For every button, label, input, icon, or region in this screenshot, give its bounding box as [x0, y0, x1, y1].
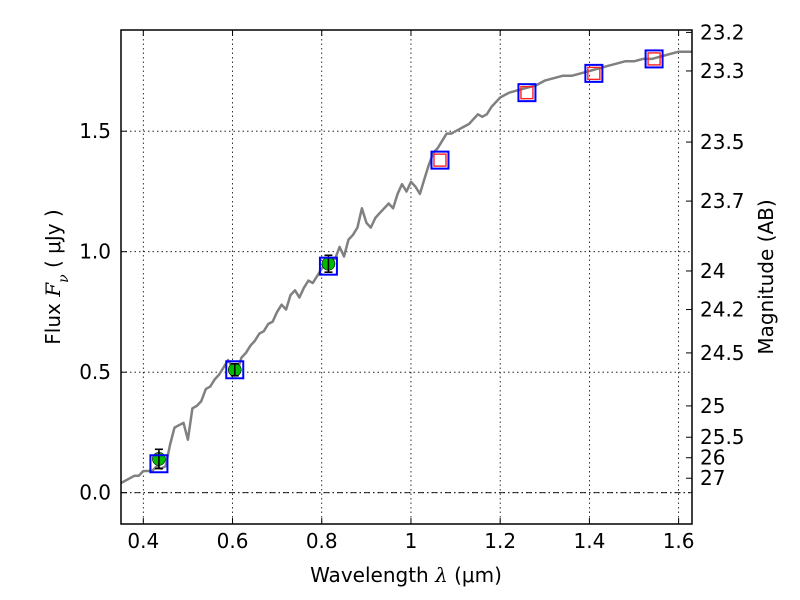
predicted-square [647, 52, 661, 66]
x-tick-label: 0.8 [306, 529, 338, 553]
x-tick-label: 1.2 [484, 529, 516, 553]
y-tick-label: 1.0 [79, 240, 111, 264]
x-tick-label: 0.6 [217, 529, 249, 553]
y-tick-label: 1.5 [79, 119, 111, 143]
series-layer [121, 50, 692, 485]
x-tick-label: 1 [405, 529, 418, 553]
plot-frame [120, 29, 693, 525]
grid-layer [121, 30, 692, 524]
right-tick-label: 24.5 [700, 341, 745, 365]
right-tick-label: 24 [700, 259, 725, 283]
model-square [517, 83, 537, 103]
x-tick-label: 0.4 [127, 529, 159, 553]
model-square [225, 360, 245, 380]
x-tick-label: 1.4 [573, 529, 605, 553]
y-tick-label: 0.5 [79, 360, 111, 384]
right-tick-label: 27 [700, 466, 725, 490]
model-square [318, 256, 338, 276]
right-tick-label: 24.2 [700, 298, 745, 322]
tick-layer: 0.4 0.6 0.8 1 1.2 1.4 1.6 0.0 0.5 1.0 1.5 23.2 23.3 2… [79, 20, 744, 553]
y-axis-label: Flux Fν ( μJy ) [41, 209, 72, 344]
y-tick-label: 0.0 [79, 481, 111, 505]
right-tick-label: 23.5 [700, 130, 745, 154]
model-square [430, 150, 450, 170]
spectrum-line [121, 50, 692, 485]
marker-layer [149, 49, 664, 474]
predicted-square [433, 153, 447, 167]
right-tick-label: 23.7 [700, 189, 745, 213]
model-square [644, 49, 664, 69]
predicted-square [587, 66, 601, 81]
right-tick-label: 25 [700, 394, 725, 418]
right-axis-label: Magnitude (AB) [754, 199, 778, 354]
x-axis-label: Wavelength λ (μm) [310, 563, 502, 587]
model-square [149, 454, 169, 474]
right-tick-label: 25.5 [700, 425, 745, 449]
x-tick-label: 1.6 [663, 529, 695, 553]
model-square [584, 63, 604, 83]
predicted-square [520, 85, 534, 100]
right-tick-label: 23.3 [700, 59, 745, 83]
right-tick-label: 23.2 [700, 20, 745, 44]
right-tick-label: 26 [700, 446, 725, 470]
